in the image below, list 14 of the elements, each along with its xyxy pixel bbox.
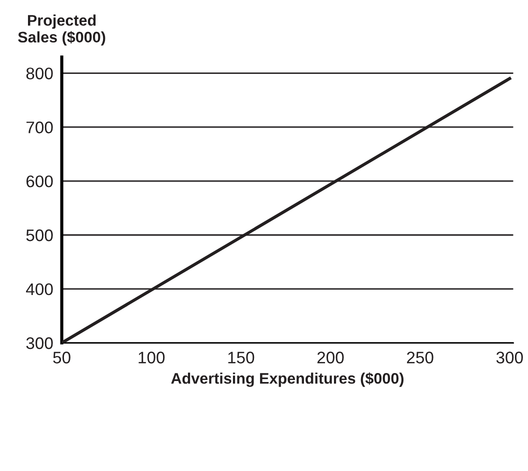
x-tick-label: 250 xyxy=(407,352,434,364)
y-tick-label: 800 xyxy=(26,68,53,80)
x-tick-label: 150 xyxy=(228,352,254,364)
x-tick-label: 100 xyxy=(138,352,165,364)
y-axis-title: Projected Sales ($000) xyxy=(18,14,106,46)
x-tick-label: 50 xyxy=(53,352,70,364)
y-tick-label: 400 xyxy=(26,283,53,296)
y-tick-label: 600 xyxy=(26,175,53,188)
y-tick-label: 700 xyxy=(26,122,53,134)
x-axis-title: Advertising Expenditures ($000) xyxy=(171,372,404,387)
y-tick-label: 500 xyxy=(26,229,53,242)
x-tick-label: 200 xyxy=(317,352,344,364)
x-tick-label: 300 xyxy=(496,352,523,364)
y-tick-label: 300 xyxy=(26,337,53,350)
